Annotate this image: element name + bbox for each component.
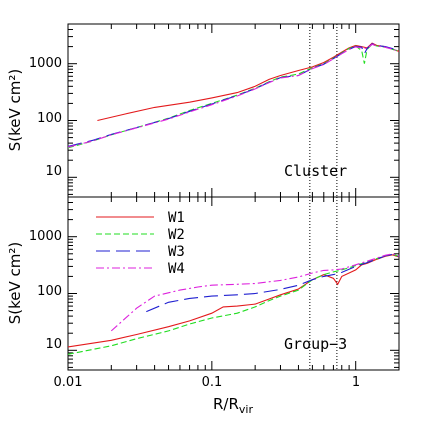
legend-label-w2: W2 xyxy=(168,227,185,243)
x-axis-label: R/Rvir xyxy=(213,395,253,416)
bottom-panel-series xyxy=(68,253,399,355)
bottom-y-axis-label: S(keV cm²) xyxy=(6,242,24,325)
bottom-y-tick-label-1: 100 xyxy=(37,284,62,299)
top-series-w3 xyxy=(68,43,399,147)
top-series-w1 xyxy=(97,42,399,122)
x-tick-label-1: 0.1 xyxy=(202,375,223,390)
top-y-tick-labels: 10 100 1000 xyxy=(29,56,62,179)
bottom-y-tick-label-2: 1000 xyxy=(29,229,62,244)
top-y-tick-label-0: 10 xyxy=(45,164,62,179)
top-y-tick-label-1: 100 xyxy=(37,111,62,126)
top-y-tick-label-2: 1000 xyxy=(29,56,62,71)
legend-label-w4: W4 xyxy=(168,261,185,277)
vertical-reference-lines xyxy=(309,24,338,370)
bottom-panel-annotation: Group−3 xyxy=(284,335,347,353)
bottom-y-tick-label-0: 10 xyxy=(45,337,62,352)
bottom-panel-frame xyxy=(67,196,400,371)
x-tick-label-2: 1 xyxy=(352,375,360,390)
top-y-axis-label: S(keV cm²) xyxy=(6,69,24,152)
x-tick-labels: 0.01 0.1 1 xyxy=(54,375,361,390)
legend-label-w3: W3 xyxy=(168,244,185,260)
top-panel-annotation: Cluster xyxy=(284,162,347,180)
top-panel-series xyxy=(68,42,399,149)
top-series-w4 xyxy=(68,43,399,148)
bottom-y-tick-labels: 10 100 1000 xyxy=(29,229,62,352)
bottom-series-w3 xyxy=(146,253,399,313)
bottom-panel-ticks xyxy=(67,196,400,370)
x-tick-label-0: 0.01 xyxy=(54,375,83,390)
top-panel-ticks xyxy=(67,23,400,197)
bottom-series-w2 xyxy=(68,253,399,355)
bottom-series-w4 xyxy=(110,253,399,332)
legend-label-w1: W1 xyxy=(168,210,185,226)
